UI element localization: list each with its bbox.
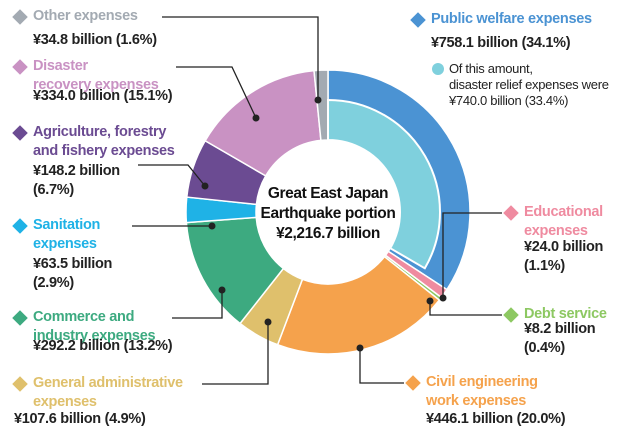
value-label: ¥292.2 billion (13.2%) bbox=[33, 338, 173, 354]
leader-line bbox=[359, 348, 404, 384]
category-label: Agriculture, forestry and fishery expens… bbox=[33, 124, 175, 159]
leader-dot bbox=[314, 96, 322, 104]
leader-dot bbox=[252, 114, 260, 122]
inner-note: Of this amount, disaster relief expenses… bbox=[449, 61, 609, 92]
category-label: General administrative expenses bbox=[33, 375, 183, 410]
value-label: ¥758.1 billion (34.1%) bbox=[431, 35, 571, 51]
legend-diamond bbox=[503, 205, 519, 221]
leader-line bbox=[202, 322, 269, 385]
legend-diamond bbox=[12, 376, 28, 392]
leader-line bbox=[442, 212, 502, 298]
value-label: ¥446.1 billion (20.0%) bbox=[426, 411, 566, 427]
leader-dot bbox=[439, 294, 447, 302]
leader-dot bbox=[218, 286, 226, 294]
leader-line bbox=[172, 290, 223, 319]
category-label: Sanitation expenses bbox=[33, 217, 101, 252]
category-label: Educational expenses bbox=[524, 204, 603, 239]
legend-diamond bbox=[12, 125, 28, 141]
legend-diamond bbox=[12, 310, 28, 326]
leader-dot bbox=[208, 222, 216, 230]
category-label: Civil engineering work expenses bbox=[426, 374, 538, 409]
inner-value-label: ¥740.0 billion (33.4%) bbox=[449, 93, 569, 108]
category-label: Debt service bbox=[524, 306, 607, 322]
total-label: ¥2,216.7 billion bbox=[276, 225, 380, 242]
leader-line bbox=[162, 16, 319, 100]
value-label: ¥148.2 billion (6.7%) bbox=[33, 163, 120, 198]
inner-legend-dot bbox=[432, 63, 444, 75]
donut-segment bbox=[276, 255, 441, 355]
value-label: ¥8.2 billion (0.4%) bbox=[524, 321, 596, 356]
leader-dot bbox=[426, 297, 434, 305]
value-label: ¥34.8 billion (1.6%) bbox=[33, 32, 157, 48]
legend-diamond bbox=[405, 375, 421, 391]
legend-diamond bbox=[503, 307, 519, 323]
value-label: ¥334.0 billion (15.1%) bbox=[33, 88, 173, 104]
category-label: Other expenses bbox=[33, 8, 138, 24]
value-label: ¥63.5 billion (2.9%) bbox=[33, 256, 113, 291]
value-label: ¥107.6 billion (4.9%) bbox=[14, 411, 146, 427]
category-label: Commerce and industry expenses bbox=[33, 309, 156, 344]
legend-diamond bbox=[410, 12, 426, 28]
category-label: Disaster recovery expenses bbox=[33, 58, 159, 93]
leader-line bbox=[429, 301, 502, 316]
category-label: Public welfare expenses bbox=[431, 11, 592, 27]
inner-segment bbox=[327, 98, 441, 270]
legend-diamond bbox=[12, 9, 28, 25]
leader-dot bbox=[356, 344, 364, 352]
value-label: ¥24.0 billion (1.1%) bbox=[524, 239, 604, 274]
center-title: Great East Japan Earthquake portion bbox=[260, 185, 396, 222]
leader-dot bbox=[264, 318, 272, 326]
legend-diamond bbox=[12, 218, 28, 234]
leader-line bbox=[176, 66, 257, 119]
leader-line bbox=[138, 164, 206, 187]
center-label: Great East Japan Earthquake portion ¥2,2… bbox=[238, 184, 418, 244]
leader-dot bbox=[201, 182, 209, 190]
legend-diamond bbox=[12, 59, 28, 75]
